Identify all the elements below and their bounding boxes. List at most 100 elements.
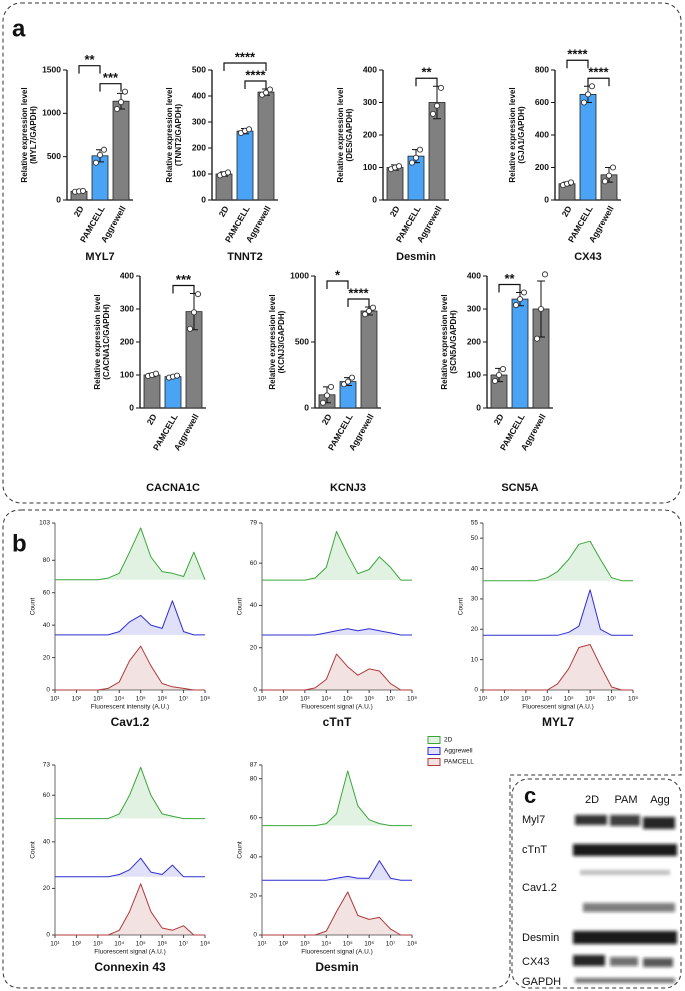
y-tick-label: 0	[544, 194, 549, 204]
y-tick-label: 30	[471, 596, 479, 603]
y-tick-label: 1500	[42, 64, 61, 74]
bar	[236, 130, 254, 201]
x-tick-label: 10⁴	[321, 696, 331, 703]
data-point	[408, 159, 416, 166]
legend-label: 2D	[444, 737, 453, 744]
x-tick-label: 10³	[300, 696, 310, 703]
y-tick-label: 40	[43, 622, 51, 629]
y-tick-label: 300	[467, 303, 481, 313]
y-tick-label: 40	[250, 602, 258, 609]
data-point	[520, 289, 528, 296]
significance-bracket	[78, 65, 101, 74]
y-axis-label: Relative expression level	[165, 87, 174, 182]
bar	[511, 298, 529, 409]
y-tick-label: 103	[39, 520, 50, 527]
y-axis-label: (CACNA1C/GAPDH)	[102, 304, 111, 380]
blot-bands	[573, 815, 677, 983]
y-tick-label: 300	[120, 303, 134, 313]
significance-label: ****	[348, 285, 369, 300]
axes	[261, 765, 412, 936]
x-tick-label: 2D	[217, 204, 231, 218]
histogram-fill	[262, 892, 412, 935]
data-point	[567, 179, 575, 186]
x-tick-label: 10³	[521, 696, 531, 703]
y-tick-label: 80	[250, 775, 258, 782]
y-axis-label: (DES/GAPDH)	[345, 108, 354, 161]
x-tick-label: 10¹	[478, 696, 488, 703]
x-tick-label: 10⁵	[343, 941, 353, 948]
y-tick-label: 20	[250, 644, 258, 651]
histogram-line	[262, 653, 412, 691]
panel-label: c	[524, 783, 536, 808]
x-tick-label: 10⁵	[564, 696, 574, 703]
data-point	[369, 304, 377, 311]
x-tick-label: 10⁶	[157, 941, 167, 948]
x-tick-label: 10²	[279, 941, 289, 948]
data-point	[186, 325, 194, 332]
histogram-fill	[55, 646, 205, 690]
significance-bracket	[172, 284, 195, 294]
y-tick-label: 1000	[42, 108, 61, 118]
y-tick-label: 100	[467, 369, 481, 379]
data-point	[433, 102, 441, 109]
y-axis-label: Count	[237, 841, 244, 859]
data-point	[601, 178, 609, 185]
y-tick-label: 200	[535, 162, 549, 172]
y-tick-label: 20	[43, 885, 51, 892]
data-point	[516, 296, 524, 303]
x-axis-label: Fluorescent signal (A.U.)	[301, 949, 373, 956]
x-tick-label: 10⁶	[364, 941, 374, 948]
chart-title: MYL7	[542, 715, 574, 729]
y-tick-label: 60	[43, 792, 51, 799]
chart-title: Connexin 43	[94, 960, 166, 974]
y-tick-label: 0	[476, 402, 481, 412]
data-point	[395, 163, 403, 170]
data-point	[100, 146, 108, 153]
data-point	[533, 335, 541, 342]
x-tick-label: 10¹	[50, 696, 60, 703]
histogram-line	[262, 891, 412, 936]
blot-row: Desmin	[522, 932, 559, 944]
y-tick-label: 0	[201, 194, 206, 204]
y-axis-label: (TNNT2/GAPDH)	[174, 104, 183, 167]
y-tick-label: 400	[467, 270, 481, 280]
histogram-fill	[262, 770, 412, 826]
x-tick-label: 10⁴	[542, 696, 552, 703]
x-tick-label: 10⁷	[179, 941, 189, 948]
histogram-line	[55, 600, 205, 636]
y-axis-label: (KCNJ3/GAPDH)	[277, 310, 286, 373]
chart-title: Desmin	[396, 251, 436, 263]
data-point	[190, 309, 198, 316]
blot-row: cTnT	[522, 844, 547, 856]
y-axis-label: Relative expression level	[508, 87, 517, 182]
x-tick-label: 10⁷	[179, 696, 189, 703]
x-tick-label: 10²	[279, 696, 289, 703]
x-tick-label: 10²	[72, 941, 82, 948]
y-tick-label: 80	[43, 557, 51, 564]
bar	[215, 173, 233, 201]
axes	[482, 523, 633, 691]
data-point	[429, 110, 437, 117]
data-point	[495, 371, 503, 379]
bar	[386, 167, 404, 201]
x-tick-label: 10³	[93, 941, 103, 948]
chart-title: MYL7	[85, 251, 114, 263]
x-tick-label: 10⁸	[628, 696, 638, 703]
y-tick-label: 0	[253, 687, 257, 694]
x-tick-label: 10⁴	[321, 941, 331, 948]
data-point	[319, 399, 327, 406]
y-tick-label: 0	[372, 194, 377, 204]
y-tick-label: 20	[471, 626, 479, 633]
y-tick-label: 500	[47, 151, 61, 161]
western-blot: 2D PAM Agg Myl7 cTnT Cav1.2 Desmin CX43 …	[522, 794, 677, 988]
x-tick-label: 2D	[145, 412, 159, 426]
bar	[112, 100, 130, 201]
y-axis-label: Relative expression level	[336, 87, 345, 182]
legend-label: PAMCELL	[444, 759, 474, 766]
y-tick-label: 0	[253, 932, 257, 939]
x-tick-label: 10⁸	[407, 696, 417, 703]
x-tick-label: 10³	[300, 941, 310, 948]
data-point	[491, 377, 499, 384]
blot-row: CX43	[522, 956, 550, 968]
